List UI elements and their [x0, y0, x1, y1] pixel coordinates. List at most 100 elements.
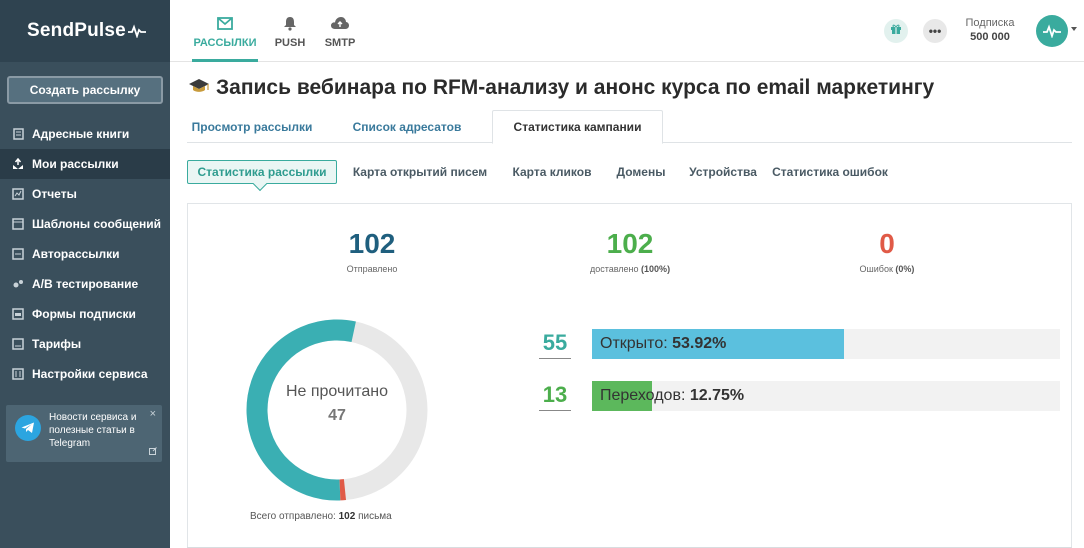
subtab-opens-map[interactable]: Карта открытий писем	[352, 165, 488, 179]
sidebar-item-forms[interactable]: Формы подписки	[0, 299, 170, 329]
sidebar-item-label: A/B тестирование	[32, 277, 139, 291]
donut-read-segment	[246, 319, 428, 501]
external-link-icon[interactable]	[149, 446, 157, 459]
sidebar-item-pricing[interactable]: Тарифы	[0, 329, 170, 359]
clicks-bar-fill	[592, 381, 652, 411]
stat-errors-pct: (0%)	[895, 264, 915, 274]
sidebar-item-label: Тарифы	[32, 337, 82, 351]
top-bar: РАССЫЛКИ PUSH SMTP ••• Подписка 500 000	[170, 0, 1084, 62]
sidebar-item-label: Авторассылки	[32, 247, 120, 261]
total-sent-suffix: письма	[358, 511, 392, 522]
subscription-info[interactable]: Подписка 500 000	[960, 17, 1020, 44]
stat-sent: 102 Отправлено	[292, 224, 452, 275]
clicks-bar-text: Переходов: 12.75%	[600, 381, 744, 411]
page-title: Запись вебинара по RFM-анализу и анонс к…	[216, 76, 935, 99]
avatar[interactable]	[1036, 15, 1068, 47]
logo[interactable]: SendPulse	[27, 20, 146, 42]
channel-tab-email[interactable]: РАССЫЛКИ	[192, 0, 258, 62]
channel-tab-smtp[interactable]: SMTP	[320, 0, 360, 62]
sidebar: SendPulse Создать рассылку Адресные книг…	[0, 0, 170, 548]
ab-test-icon	[12, 278, 24, 290]
subtab-domains[interactable]: Домены	[616, 165, 666, 179]
sidebar-item-label: Отчеты	[32, 187, 77, 201]
clicks-pct: 12.75%	[689, 387, 745, 404]
total-sent-prefix: Всего отправлено:	[250, 511, 336, 522]
channel-tab-push[interactable]: PUSH	[270, 0, 310, 62]
gift-button[interactable]	[884, 19, 908, 43]
opened-label: Открыто:	[600, 335, 668, 352]
total-sent: Всего отправлено: 102 письма	[250, 511, 392, 522]
stat-sent-value: 102	[348, 228, 396, 259]
sidebar-nav: Адресные книги Мои рассылки Отчеты Шабло…	[0, 119, 170, 389]
reports-icon	[12, 188, 24, 200]
clicks-bar: Переходов: 12.75%	[592, 381, 1060, 411]
sidebar-item-label: Формы подписки	[32, 307, 136, 321]
subtab-devices[interactable]: Устройства	[689, 165, 757, 179]
stat-delivered-label: доставлено (100%)	[550, 264, 710, 275]
subtab-error-stats[interactable]: Статистика ошибок	[772, 165, 888, 179]
subscription-label: Подписка	[965, 17, 1015, 29]
bell-icon	[282, 13, 298, 33]
donut-label: Не прочитано	[285, 383, 389, 400]
stat-errors-text: Ошибок	[859, 264, 893, 274]
donut-value: 47	[328, 407, 346, 424]
subscription-value: 500 000	[970, 31, 1010, 43]
graduation-cap-icon	[188, 77, 210, 100]
stat-delivered-value: 102	[606, 228, 654, 259]
tab-view-mailing[interactable]: Просмотр рассылки	[191, 119, 313, 134]
stat-delivered: 102 доставлено (100%)	[550, 224, 710, 275]
sidebar-item-address-books[interactable]: Адресные книги	[0, 119, 170, 149]
page-tabs: Просмотр рассылки Список адресатов Стати…	[187, 110, 1072, 144]
tab-recipients[interactable]: Список адресатов	[352, 119, 462, 134]
sidebar-item-settings[interactable]: Настройки сервиса	[0, 359, 170, 389]
forms-icon	[12, 308, 24, 320]
stats-panel: 102 Отправлено 102 доставлено (100%) 0 О…	[187, 203, 1072, 548]
tab-campaign-stats[interactable]: Статистика кампании	[492, 110, 663, 144]
donut-error-segment	[246, 319, 428, 501]
opened-bar-text: Открыто: 53.92%	[600, 329, 726, 359]
stat-errors: 0 Ошибок (0%)	[807, 224, 967, 275]
stat-delivered-text: доставлено	[589, 264, 639, 274]
clicks-count[interactable]: 13	[539, 382, 571, 411]
sidebar-item-label: Шаблоны сообщений	[32, 217, 162, 231]
settings-icon	[12, 368, 24, 380]
telegram-banner-text: Новости сервиса и полезные статьи в Tele…	[49, 412, 137, 449]
title-row: Запись вебинара по RFM-анализу и анонс к…	[188, 76, 934, 100]
sidebar-item-ab-testing[interactable]: A/B тестирование	[0, 269, 170, 299]
address-book-icon	[12, 128, 24, 140]
sidebar-item-automation[interactable]: Авторассылки	[0, 239, 170, 269]
stat-errors-label: Ошибок (0%)	[807, 264, 967, 275]
brand-name: SendPulse	[27, 20, 126, 41]
sidebar-item-label: Мои рассылки	[32, 157, 119, 171]
telegram-banner[interactable]: Новости сервиса и полезные статьи в Tele…	[6, 405, 162, 462]
clicks-label: Переходов:	[600, 387, 686, 404]
create-mailing-button[interactable]: Создать рассылку	[7, 76, 163, 104]
close-icon[interactable]: ×	[149, 408, 156, 420]
stat-delivered-pct: (100%)	[641, 264, 671, 274]
pricing-icon	[12, 338, 24, 350]
chevron-down-icon[interactable]	[1071, 27, 1077, 31]
stat-sent-label: Отправлено	[346, 264, 398, 274]
channel-tab-label: SMTP	[324, 37, 356, 49]
donut-svg	[246, 319, 428, 501]
sidebar-item-templates[interactable]: Шаблоны сообщений	[0, 209, 170, 239]
automation-icon	[12, 248, 24, 260]
pulse-icon	[1043, 24, 1061, 38]
channel-tab-label: PUSH	[274, 37, 306, 49]
opened-pct: 53.92%	[672, 335, 727, 352]
pulse-icon	[127, 24, 146, 38]
channel-tab-label: РАССЫЛКИ	[193, 37, 257, 49]
mailings-icon	[12, 158, 24, 170]
sidebar-header: SendPulse	[0, 0, 170, 62]
opened-count[interactable]: 55	[539, 330, 571, 359]
sidebar-item-reports[interactable]: Отчеты	[0, 179, 170, 209]
subtab-mailing-stats[interactable]: Статистика рассылки	[187, 160, 337, 184]
subtab-clicks-map[interactable]: Карта кликов	[512, 165, 592, 179]
opened-bar-fill	[592, 329, 845, 359]
telegram-icon	[15, 415, 41, 441]
sidebar-item-my-mailings[interactable]: Мои рассылки	[0, 149, 170, 179]
main-content: Запись вебинара по RFM-анализу и анонс к…	[170, 62, 1084, 548]
unread-donut-chart: Не прочитано 47	[244, 317, 430, 503]
more-button[interactable]: •••	[923, 19, 947, 43]
total-sent-value: 102	[338, 511, 356, 522]
